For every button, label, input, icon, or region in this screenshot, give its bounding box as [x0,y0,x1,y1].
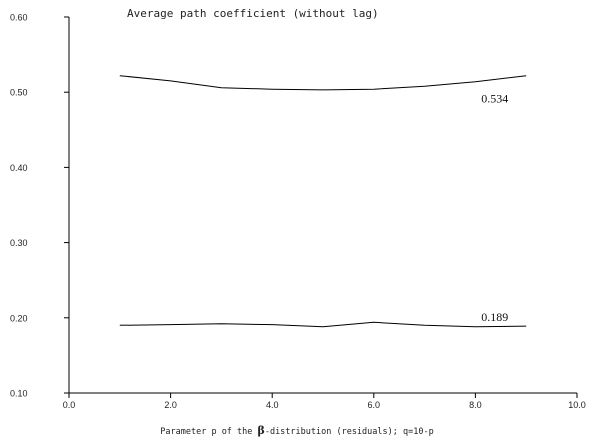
x-axis: 0.0 2.0 4.0 6.0 8.0 10.0 [63,392,586,410]
x-tick-label: 6.0 [368,400,381,410]
series-end-label: 0.534 [481,92,508,106]
y-tick-label: 0.20 [10,313,28,323]
y-tick-label: 0.60 [10,13,28,23]
chart-title: Average path coefficient (without lag) [127,7,379,20]
x-axis-label: Parameter p of the β-distribution (resid… [160,424,433,437]
x-tick-label: 0.0 [63,400,76,410]
y-tick-label: 0.10 [10,389,28,399]
x-tick-label: 8.0 [469,400,482,410]
x-tick-label: 4.0 [266,400,279,410]
x-tick-label: 2.0 [164,400,177,410]
series-line-0 [119,75,527,91]
y-tick-label: 0.50 [10,88,28,98]
series-line-1 [119,321,527,328]
y-tick-label: 0.40 [10,163,28,173]
series-end-label: 0.189 [481,310,508,324]
y-axis: 0.10 0.20 0.30 0.40 0.50 0.60 [10,13,70,399]
x-tick-label: 10.0 [568,400,586,410]
y-tick-label: 0.30 [10,238,28,248]
